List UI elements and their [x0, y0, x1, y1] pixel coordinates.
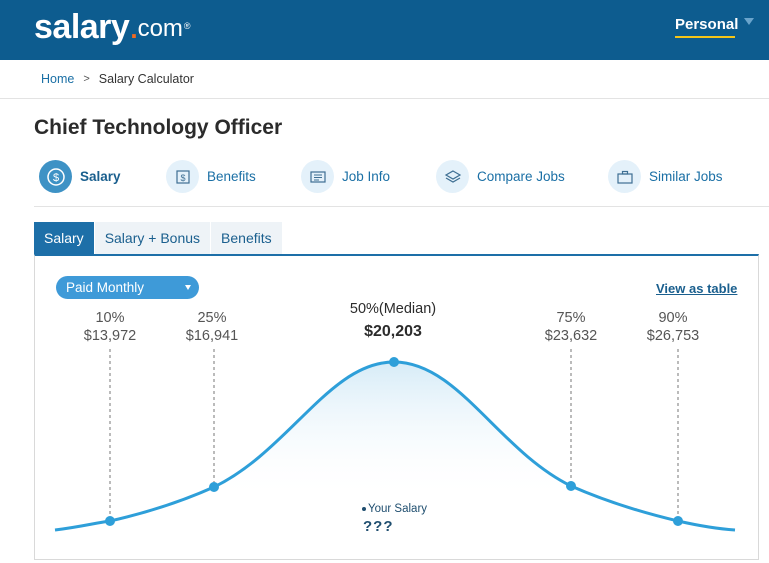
nav-item-similar-jobs[interactable]: Similar Jobs — [608, 160, 723, 193]
dollar-document-icon: $ — [166, 160, 199, 193]
percentile-90-point — [673, 516, 683, 526]
nav-item-label: Job Info — [342, 169, 391, 184]
logo-text-main: salary — [34, 8, 130, 46]
percentile-10-value: $13,972 — [83, 328, 137, 344]
nav-item-salary[interactable]: $ Salary — [39, 160, 121, 193]
document-lines-icon — [301, 160, 334, 193]
page-title: Chief Technology Officer — [34, 116, 283, 139]
divider — [0, 98, 769, 99]
svg-text:$: $ — [180, 173, 185, 183]
breadcrumb: Home > Salary Calculator — [41, 72, 194, 86]
curve-area-fill — [214, 362, 571, 500]
percentile-90-pct: 90% — [658, 310, 688, 326]
percentile-75-point — [566, 481, 576, 491]
briefcase-icon — [608, 160, 641, 193]
pay-period-dropdown[interactable]: Paid Monthly — [56, 276, 199, 299]
logo-registered-mark: ® — [183, 21, 191, 31]
nav-item-job-info[interactable]: Job Info — [301, 160, 390, 193]
logo-dot: . — [130, 14, 138, 44]
breadcrumb-home-link[interactable]: Home — [41, 72, 75, 86]
divider — [34, 206, 769, 207]
percentile-75-label: 75% $23,632 — [526, 309, 616, 345]
caret-down-icon — [185, 285, 191, 290]
your-salary-text: Your Salary — [368, 503, 428, 515]
nav-item-label: Salary — [80, 169, 121, 184]
percentile-25-value: $16,941 — [185, 328, 239, 344]
logo-text-com: com — [137, 15, 183, 42]
percentile-50-label: 50%(Median) $20,203 — [333, 300, 453, 342]
section-nav: $ Salary $ Benefits Job Info Compare Job… — [0, 160, 769, 208]
salary-com-logo[interactable]: salary . com ® — [34, 8, 191, 46]
percentile-50-point — [389, 357, 399, 367]
percentile-25-point — [209, 482, 219, 492]
layers-icon — [436, 160, 469, 193]
your-salary-label: Your Salary — [362, 503, 427, 515]
nav-item-benefits[interactable]: $ Benefits — [166, 160, 256, 193]
percentile-10-pct: 10% — [95, 310, 125, 326]
your-salary-marker — [362, 506, 366, 511]
salary-tabs: Salary Salary + Bonus Benefits — [34, 222, 283, 254]
nav-item-compare-jobs[interactable]: Compare Jobs — [436, 160, 565, 193]
breadcrumb-current: Salary Calculator — [98, 72, 194, 86]
tab-benefits[interactable]: Benefits — [211, 222, 283, 254]
percentile-75-pct: 75% — [556, 310, 586, 326]
tab-salary-bonus[interactable]: Salary + Bonus — [94, 222, 212, 254]
svg-text:$: $ — [52, 172, 58, 184]
percentile-90-label: 90% $26,753 — [628, 309, 718, 345]
nav-item-label: Compare Jobs — [477, 169, 565, 184]
percentile-50-value: $20,203 — [364, 323, 422, 340]
view-as-table-link[interactable]: View as table — [656, 281, 738, 296]
percentile-90-value: $26,753 — [646, 328, 700, 344]
percentile-50-pct: 50%(Median) — [349, 301, 437, 317]
personal-menu-label: Personal — [675, 16, 739, 33]
pay-period-value: Paid Monthly — [66, 280, 145, 295]
salary-distribution-panel — [34, 254, 759, 560]
nav-item-label: Benefits — [207, 169, 256, 184]
breadcrumb-separator: > — [83, 73, 90, 85]
dollar-coin-icon: $ — [39, 160, 72, 193]
percentile-25-pct: 25% — [197, 310, 227, 326]
percentile-25-label: 25% $16,941 — [167, 309, 257, 345]
percentile-10-label: 10% $13,972 — [65, 309, 155, 345]
top-header: salary . com ® Personal — [0, 0, 769, 60]
chevron-down-icon[interactable] — [744, 18, 754, 25]
your-salary-value: ??? — [363, 518, 394, 535]
percentile-10-point — [105, 516, 115, 526]
tab-salary[interactable]: Salary — [34, 222, 95, 254]
personal-menu[interactable]: Personal — [675, 16, 738, 38]
personal-menu-underline — [675, 36, 735, 38]
nav-item-label: Similar Jobs — [649, 169, 723, 184]
percentile-75-value: $23,632 — [544, 328, 598, 344]
